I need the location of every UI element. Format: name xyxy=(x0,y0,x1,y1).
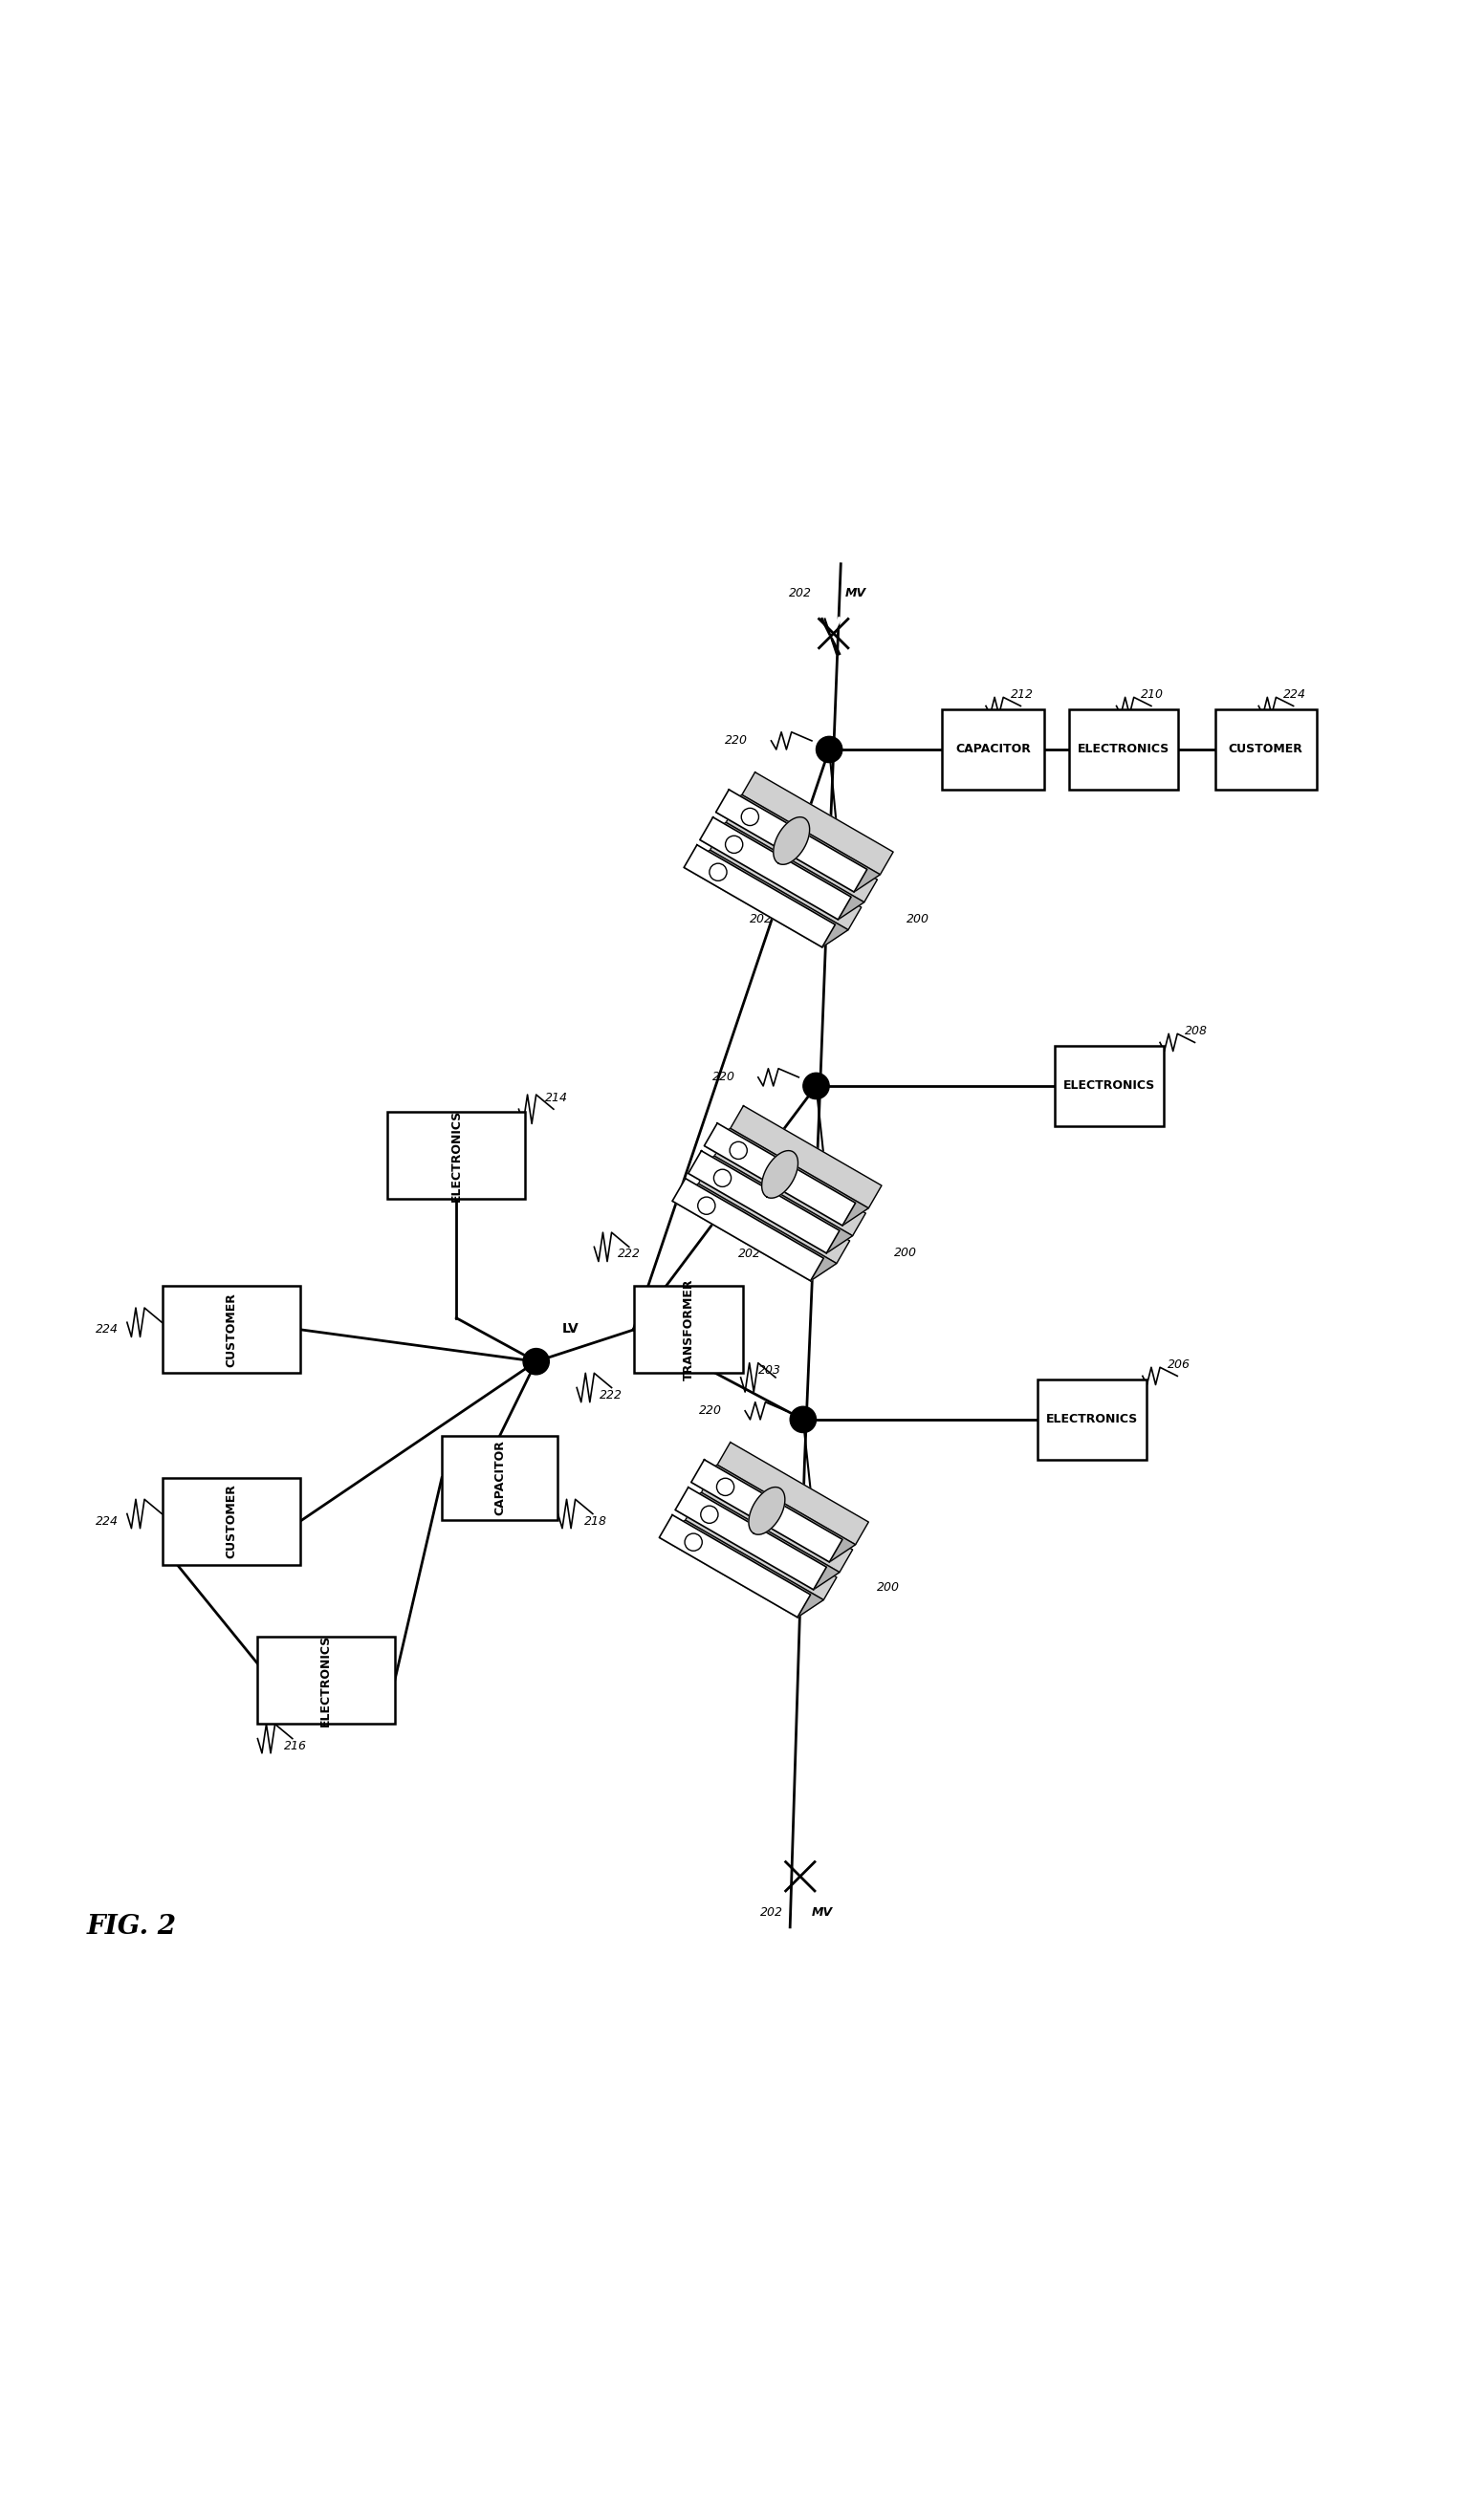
Polygon shape xyxy=(691,1464,855,1562)
Circle shape xyxy=(698,1197,716,1215)
Polygon shape xyxy=(659,1520,824,1618)
Polygon shape xyxy=(688,1152,839,1252)
Polygon shape xyxy=(684,844,834,948)
Text: 202: 202 xyxy=(789,587,813,600)
Text: CAPACITOR: CAPACITOR xyxy=(956,743,1031,756)
Circle shape xyxy=(701,1507,719,1522)
FancyBboxPatch shape xyxy=(1054,1046,1164,1126)
Text: 200: 200 xyxy=(906,912,930,925)
Text: 202: 202 xyxy=(738,1247,761,1260)
Polygon shape xyxy=(717,1441,868,1545)
Circle shape xyxy=(710,864,726,882)
Polygon shape xyxy=(675,1487,827,1590)
Polygon shape xyxy=(761,1152,798,1197)
Text: 200: 200 xyxy=(895,1247,918,1260)
Polygon shape xyxy=(698,1162,849,1263)
Polygon shape xyxy=(688,1157,852,1252)
Circle shape xyxy=(791,1406,815,1431)
Text: 216: 216 xyxy=(284,1739,306,1751)
Polygon shape xyxy=(773,816,810,864)
Polygon shape xyxy=(704,1129,868,1225)
Polygon shape xyxy=(672,1184,836,1280)
Polygon shape xyxy=(710,827,861,930)
Text: 220: 220 xyxy=(698,1404,722,1416)
FancyBboxPatch shape xyxy=(388,1111,526,1200)
Circle shape xyxy=(714,1169,731,1187)
Text: MV: MV xyxy=(813,1908,833,1918)
Text: 214: 214 xyxy=(545,1091,568,1104)
Circle shape xyxy=(725,837,742,854)
Polygon shape xyxy=(691,1459,842,1562)
Text: ELECTRONICS: ELECTRONICS xyxy=(1063,1079,1155,1091)
Circle shape xyxy=(729,1142,747,1159)
FancyBboxPatch shape xyxy=(943,711,1044,789)
Polygon shape xyxy=(726,799,877,902)
Text: 206: 206 xyxy=(1167,1358,1190,1371)
Text: 210: 210 xyxy=(1140,688,1164,701)
Polygon shape xyxy=(701,1469,852,1572)
FancyBboxPatch shape xyxy=(256,1638,395,1724)
FancyBboxPatch shape xyxy=(442,1436,558,1520)
Text: 202: 202 xyxy=(760,1908,783,1918)
Text: CUSTOMER: CUSTOMER xyxy=(225,1484,237,1557)
Polygon shape xyxy=(675,1492,839,1590)
Polygon shape xyxy=(704,1124,855,1225)
Text: 212: 212 xyxy=(1010,688,1034,701)
Text: 220: 220 xyxy=(725,733,748,746)
FancyBboxPatch shape xyxy=(1038,1378,1146,1459)
Text: CUSTOMER: CUSTOMER xyxy=(1228,743,1303,756)
Text: ELECTRONICS: ELECTRONICS xyxy=(319,1635,332,1726)
Polygon shape xyxy=(685,1497,836,1600)
Text: MV: MV xyxy=(845,587,867,600)
Text: LV: LV xyxy=(562,1323,580,1336)
Polygon shape xyxy=(716,794,880,892)
Text: ELECTRONICS: ELECTRONICS xyxy=(449,1109,463,1202)
Text: 203: 203 xyxy=(758,1363,782,1376)
Circle shape xyxy=(717,1479,733,1494)
Text: 220: 220 xyxy=(712,1071,735,1084)
Circle shape xyxy=(741,809,758,827)
Circle shape xyxy=(685,1535,703,1550)
Text: 218: 218 xyxy=(584,1515,608,1527)
Text: 202: 202 xyxy=(750,912,773,925)
Polygon shape xyxy=(731,1106,881,1207)
Text: FIG. 2: FIG. 2 xyxy=(86,1915,176,1940)
Circle shape xyxy=(804,1074,829,1099)
Circle shape xyxy=(815,736,842,764)
Polygon shape xyxy=(742,771,893,874)
Text: TRANSFORMER: TRANSFORMER xyxy=(682,1278,695,1381)
Polygon shape xyxy=(716,789,867,892)
Polygon shape xyxy=(700,822,864,920)
Circle shape xyxy=(523,1348,549,1373)
FancyBboxPatch shape xyxy=(163,1285,300,1373)
Text: 222: 222 xyxy=(618,1247,640,1260)
FancyBboxPatch shape xyxy=(163,1477,300,1565)
Text: 204: 204 xyxy=(509,1457,533,1469)
FancyBboxPatch shape xyxy=(1069,711,1179,789)
Polygon shape xyxy=(714,1134,865,1235)
FancyBboxPatch shape xyxy=(1215,711,1316,789)
Text: 224: 224 xyxy=(95,1323,119,1336)
Text: ELECTRONICS: ELECTRONICS xyxy=(1045,1414,1138,1426)
Polygon shape xyxy=(672,1179,824,1280)
Text: 222: 222 xyxy=(600,1389,624,1401)
FancyBboxPatch shape xyxy=(634,1285,742,1373)
Polygon shape xyxy=(748,1487,785,1535)
Text: 208: 208 xyxy=(1184,1026,1208,1038)
Polygon shape xyxy=(700,816,851,920)
Text: 224: 224 xyxy=(1284,688,1306,701)
Text: 200: 200 xyxy=(877,1583,900,1595)
Polygon shape xyxy=(684,849,848,948)
Text: CAPACITOR: CAPACITOR xyxy=(493,1439,507,1515)
Text: ELECTRONICS: ELECTRONICS xyxy=(1078,743,1170,756)
Text: CUSTOMER: CUSTOMER xyxy=(225,1293,237,1366)
Text: 224: 224 xyxy=(95,1515,119,1527)
Polygon shape xyxy=(659,1515,811,1618)
